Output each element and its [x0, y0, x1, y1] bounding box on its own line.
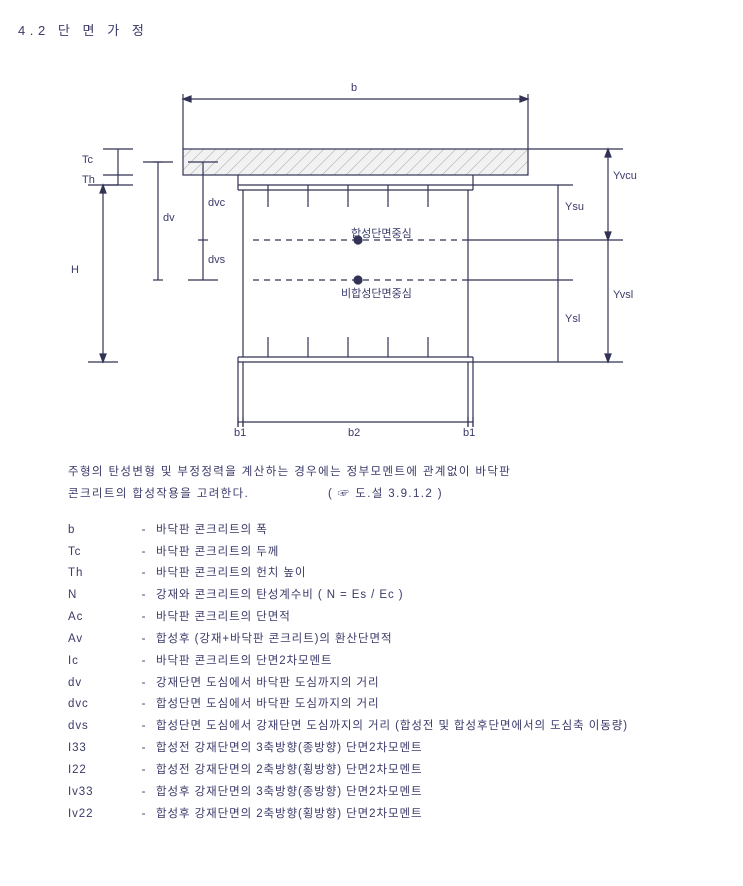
legend-block: b-바닥판 콘크리트의 폭Tc-바닥판 콘크리트의 두께Th-바닥판 콘크리트의… [68, 520, 743, 826]
legend-symbol: dvs [68, 716, 132, 738]
legend-row: dvc-합성단면 도심에서 바닥판 도심까지의 거리 [68, 694, 743, 716]
legend-row: N-강재와 콘크리트의 탄성계수비 ( N = Es / Ec ) [68, 585, 743, 607]
legend-symbol: Iv33 [68, 782, 132, 804]
label-yvsl: Yvsl [613, 289, 633, 301]
legend-description: 합성단면 도심에서 강재단면 도심까지의 거리 (합성전 및 합성후단면에서의 … [156, 716, 743, 738]
legend-row: b-바닥판 콘크리트의 폭 [68, 520, 743, 542]
legend-symbol: dv [68, 673, 132, 695]
label-ysl: Ysl [565, 313, 580, 325]
legend-symbol: Ac [68, 607, 132, 629]
legend-row: dv-강재단면 도심에서 바닥판 도심까지의 거리 [68, 673, 743, 695]
legend-dash: - [132, 542, 156, 564]
legend-dash: - [132, 804, 156, 826]
legend-dash: - [132, 520, 156, 542]
legend-dash: - [132, 563, 156, 585]
legend-row: Ic-바닥판 콘크리트의 단면2차모멘트 [68, 651, 743, 673]
note-line-2-left: 콘크리트의 합성작용을 고려한다. [68, 484, 328, 506]
label-b: b [351, 82, 357, 94]
legend-description: 합성전 강재단면의 3축방향(종방향) 단면2차모멘트 [156, 738, 743, 760]
legend-dash: - [132, 651, 156, 673]
legend-row: Ac-바닥판 콘크리트의 단면적 [68, 607, 743, 629]
legend-row: Iv22-합성후 강재단면의 2축방향(횡방향) 단면2차모멘트 [68, 804, 743, 826]
legend-dash: - [132, 585, 156, 607]
label-dvs: dvs [208, 254, 225, 266]
note-line-2: 콘크리트의 합성작용을 고려한다. ( ☞ 도.설 3.9.1.2 ) [68, 484, 743, 506]
label-centroid-noncomp: 비합성단면중심 [341, 285, 412, 301]
cross-section-diagram: b Tc Th dv dvc dvs H 합성단면중심 비합성단면중심 b1 b… [68, 57, 648, 452]
legend-description: 바닥판 콘크리트의 헌치 높이 [156, 563, 743, 585]
note-line-2-right: ( ☞ 도.설 3.9.1.2 ) [328, 484, 443, 506]
legend-row: Av-합성후 (강재+바닥판 콘크리트)의 환산단면적 [68, 629, 743, 651]
legend-dash: - [132, 716, 156, 738]
legend-symbol: Av [68, 629, 132, 651]
label-b1-left: b1 [234, 427, 246, 439]
label-centroid-comp: 합성단면중심 [351, 225, 412, 241]
legend-description: 강재와 콘크리트의 탄성계수비 ( N = Es / Ec ) [156, 585, 743, 607]
label-h: H [71, 264, 79, 276]
label-yvcu: Yvcu [613, 170, 637, 182]
note-block: 주형의 탄성변형 및 부정정력을 계산하는 경우에는 정부모멘트에 관계없이 바… [68, 462, 743, 506]
legend-description: 바닥판 콘크리트의 단면2차모멘트 [156, 651, 743, 673]
legend-dash: - [132, 694, 156, 716]
legend-description: 합성전 강재단면의 2축방향(횡방향) 단면2차모멘트 [156, 760, 743, 782]
legend-description: 강재단면 도심에서 바닥판 도심까지의 거리 [156, 673, 743, 695]
legend-symbol: Tc [68, 542, 132, 564]
legend-dash: - [132, 673, 156, 695]
legend-description: 합성후 강재단면의 2축방향(횡방향) 단면2차모멘트 [156, 804, 743, 826]
label-b1-right: b1 [463, 427, 475, 439]
legend-dash: - [132, 738, 156, 760]
legend-symbol: Th [68, 563, 132, 585]
legend-dash: - [132, 629, 156, 651]
legend-symbol: b [68, 520, 132, 542]
legend-symbol: N [68, 585, 132, 607]
legend-description: 바닥판 콘크리트의 폭 [156, 520, 743, 542]
legend-symbol: I22 [68, 760, 132, 782]
section-title: 4.2 단 면 가 정 [18, 20, 743, 39]
legend-dash: - [132, 782, 156, 804]
legend-row: I22-합성전 강재단면의 2축방향(횡방향) 단면2차모멘트 [68, 760, 743, 782]
legend-description: 합성후 강재단면의 3축방향(종방향) 단면2차모멘트 [156, 782, 743, 804]
label-b2: b2 [348, 427, 360, 439]
legend-row: Tc-바닥판 콘크리트의 두께 [68, 542, 743, 564]
legend-row: Th-바닥판 콘크리트의 헌치 높이 [68, 563, 743, 585]
label-dvc: dvc [208, 197, 225, 209]
legend-description: 합성단면 도심에서 바닥판 도심까지의 거리 [156, 694, 743, 716]
label-dv: dv [163, 212, 175, 224]
legend-description: 합성후 (강재+바닥판 콘크리트)의 환산단면적 [156, 629, 743, 651]
label-tc: Tc [82, 154, 93, 166]
legend-description: 바닥판 콘크리트의 두께 [156, 542, 743, 564]
legend-row: Iv33-합성후 강재단면의 3축방향(종방향) 단면2차모멘트 [68, 782, 743, 804]
legend-description: 바닥판 콘크리트의 단면적 [156, 607, 743, 629]
legend-dash: - [132, 760, 156, 782]
legend-row: I33-합성전 강재단면의 3축방향(종방향) 단면2차모멘트 [68, 738, 743, 760]
label-th: Th [82, 174, 95, 186]
note-line-1: 주형의 탄성변형 및 부정정력을 계산하는 경우에는 정부모멘트에 관계없이 바… [68, 462, 743, 484]
legend-symbol: Ic [68, 651, 132, 673]
legend-symbol: I33 [68, 738, 132, 760]
legend-row: dvs-합성단면 도심에서 강재단면 도심까지의 거리 (합성전 및 합성후단면… [68, 716, 743, 738]
legend-symbol: dvc [68, 694, 132, 716]
legend-symbol: Iv22 [68, 804, 132, 826]
legend-dash: - [132, 607, 156, 629]
label-ysu: Ysu [565, 201, 584, 213]
